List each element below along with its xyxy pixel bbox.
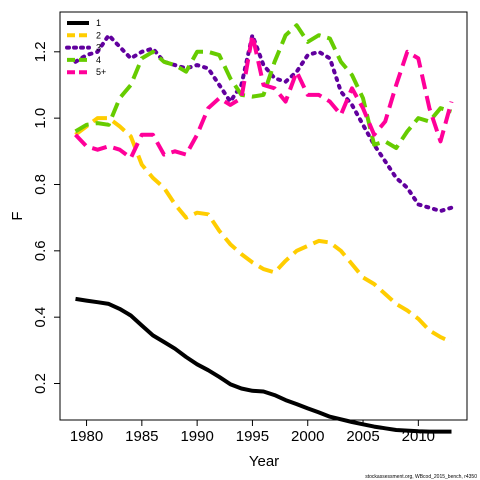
x-tick-label: 2005 bbox=[346, 428, 379, 445]
x-tick-label: 2010 bbox=[402, 428, 435, 445]
legend-label: 4 bbox=[96, 55, 101, 65]
plot-frame bbox=[59, 11, 468, 421]
y-axis: 0.2 0.4 0.6 0.8 1.0 1.2 bbox=[32, 41, 60, 394]
series-line-5plus bbox=[74, 33, 454, 160]
series-line-1 bbox=[75, 296, 452, 434]
x-axis: 1980 1985 1990 1995 2000 2005 2010 bbox=[70, 420, 435, 445]
y-tick-label: 0.8 bbox=[32, 174, 49, 195]
y-axis-title: F bbox=[9, 211, 26, 220]
y-tick-label: 1.2 bbox=[32, 41, 49, 62]
x-tick-label: 1985 bbox=[125, 428, 158, 445]
series-line-3 bbox=[73, 33, 454, 213]
series-layer bbox=[73, 23, 454, 434]
legend-label: 1 bbox=[96, 18, 101, 28]
y-tick-label: 0.6 bbox=[32, 240, 49, 261]
x-tick-label: 1995 bbox=[236, 428, 269, 445]
x-tick-label: 1980 bbox=[70, 428, 103, 445]
series-line-2 bbox=[74, 116, 453, 344]
series-line-4 bbox=[74, 23, 453, 150]
y-tick-label: 1.0 bbox=[32, 108, 49, 129]
x-tick-label: 1990 bbox=[180, 428, 213, 445]
legend-label: 2 bbox=[96, 30, 101, 40]
legend: 1 2 3 4 5+ bbox=[65, 18, 106, 77]
y-tick-label: 0.2 bbox=[32, 373, 49, 394]
credit-text: stockassessment.org, WBcod_2015_bench, r… bbox=[365, 474, 477, 480]
legend-label: 5+ bbox=[96, 67, 106, 77]
legend-label: 3 bbox=[96, 43, 101, 53]
x-tick-label: 2000 bbox=[291, 428, 324, 445]
x-axis-title: Year bbox=[249, 453, 279, 470]
y-tick-label: 0.4 bbox=[32, 307, 49, 328]
